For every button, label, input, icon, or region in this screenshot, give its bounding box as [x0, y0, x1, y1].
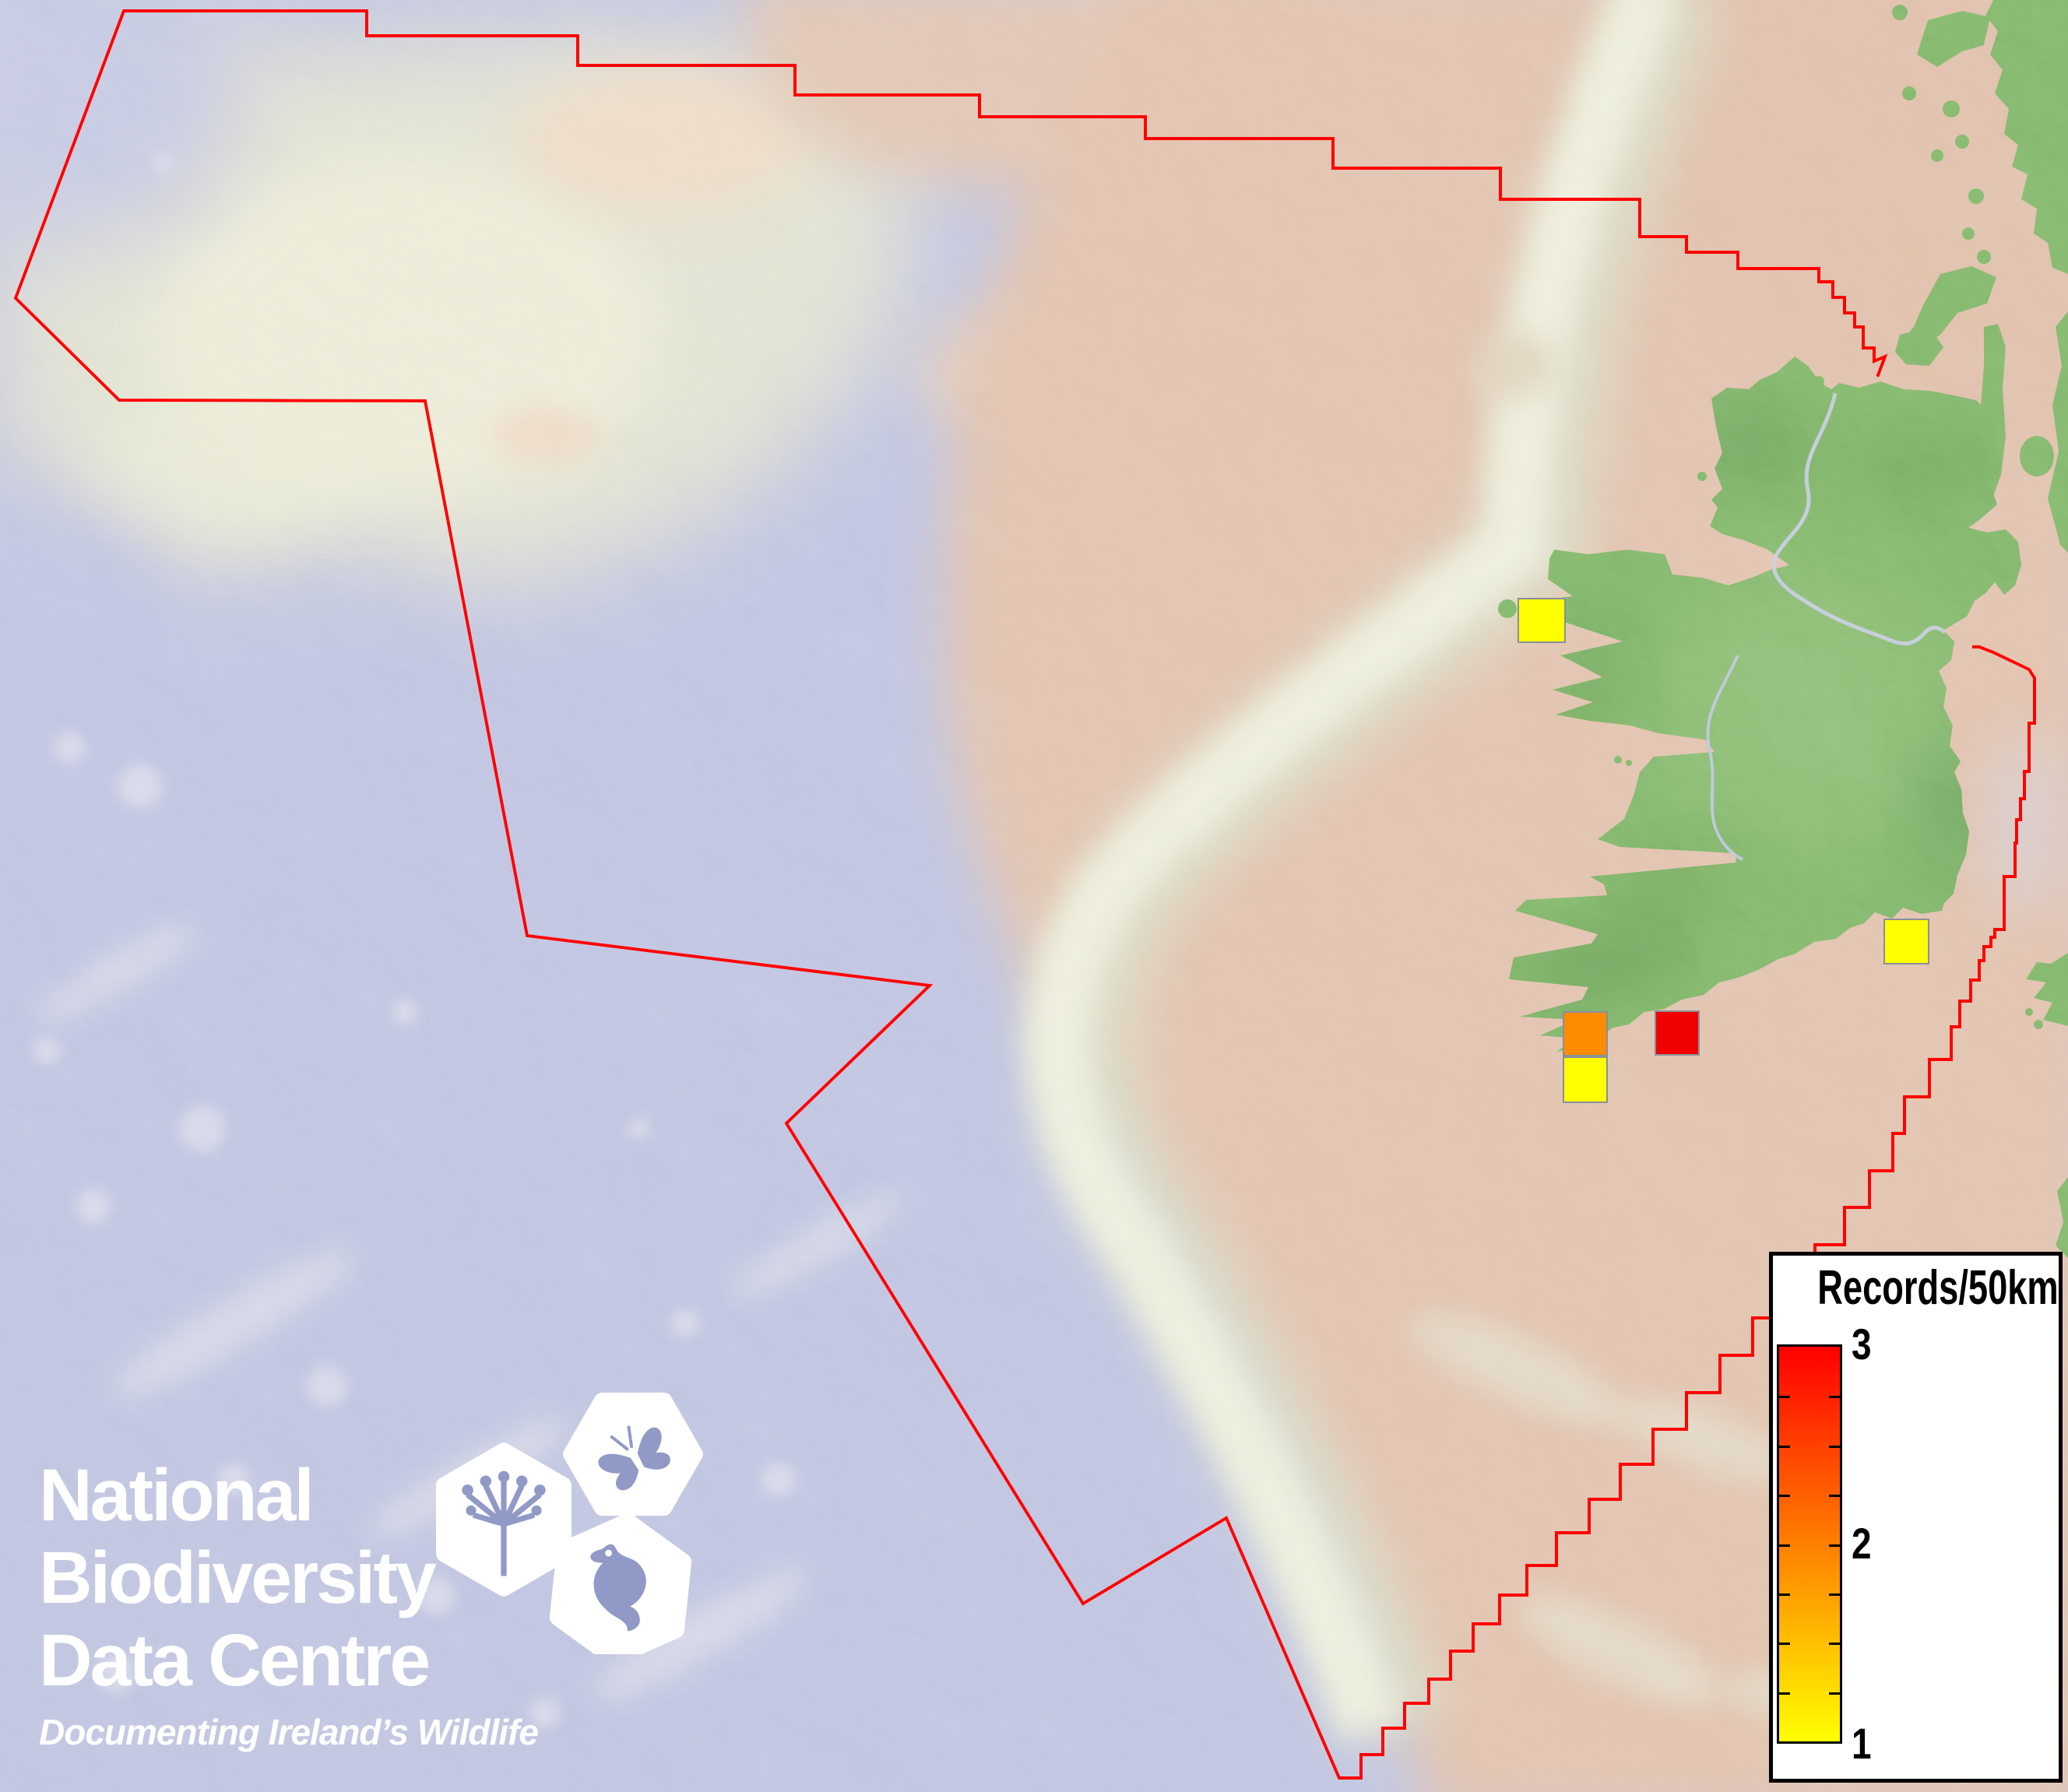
logo-line-data-centre: Data Centre: [39, 1619, 431, 1702]
logo-line-national: National: [39, 1454, 315, 1537]
legend-tick: [1829, 1692, 1840, 1695]
legend-panel: Records/50km 3 2 1: [1769, 1252, 2063, 1783]
record-square: [1563, 1056, 1608, 1103]
record-square: [1883, 919, 1929, 965]
legend-tick: [1829, 1495, 1840, 1498]
legend-min-label: 1: [1852, 1719, 1872, 1768]
legend-tick: [1779, 1396, 1790, 1399]
legend-tick: [1779, 1495, 1790, 1498]
legend-tick: [1779, 1692, 1790, 1695]
nbdc-logo: National Biodiversity Data Centre Docume…: [39, 1454, 538, 1753]
seahorse-icon: [590, 1544, 646, 1632]
hexagon-badge: [556, 1386, 710, 1534]
legend-tick: [1829, 1445, 1840, 1448]
hexagon-badge: [445, 1452, 563, 1587]
legend-title-text: Records/50km: [1817, 1261, 2059, 1315]
record-square: [1563, 1011, 1608, 1056]
logo-line-biodiversity: Biodiversity: [39, 1537, 437, 1619]
legend-tick: [1779, 1643, 1790, 1646]
legend-tick: [1779, 1544, 1790, 1547]
legend-tick: [1779, 1445, 1790, 1448]
record-square: [1518, 598, 1566, 643]
umbel-plant-icon: [462, 1470, 546, 1576]
nbdc-logo-mark: [432, 1386, 712, 1654]
legend-gradient-bar: [1777, 1344, 1842, 1744]
record-square: [1655, 1010, 1700, 1056]
legend-tick: [1779, 1593, 1790, 1596]
legend-mid-label: 2: [1852, 1519, 1872, 1568]
legend-tick: [1829, 1544, 1840, 1547]
legend-tick: [1829, 1593, 1840, 1596]
hexagon-badge: [555, 1516, 686, 1654]
logo-tagline: Documenting Ireland’s Wildlife: [39, 1712, 539, 1752]
legend-max-label: 3: [1852, 1319, 1872, 1369]
legend-tick: [1829, 1643, 1840, 1646]
legend-tick: [1829, 1396, 1840, 1399]
butterfly-icon: [598, 1425, 670, 1491]
legend-title: Records/50km: [1773, 1260, 2059, 1316]
